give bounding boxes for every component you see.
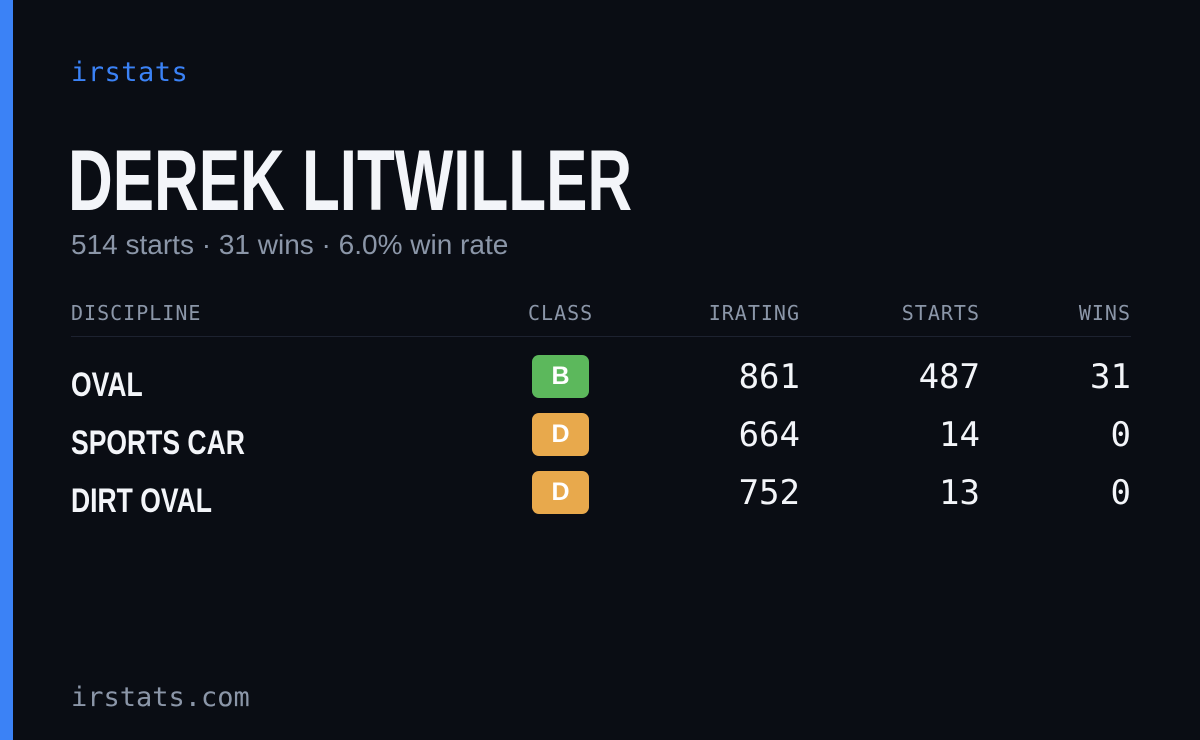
driver-summary: 514 starts · 31 wins · 6.0% win rate xyxy=(71,229,509,260)
starts-value: 13 xyxy=(939,473,980,513)
accent-bar xyxy=(0,0,13,740)
header-class: CLASS xyxy=(528,301,594,325)
brand-logo: irstats xyxy=(71,57,189,88)
wins-value: 0 xyxy=(1110,415,1131,455)
discipline-name: DIRT OVAL xyxy=(71,482,212,520)
stats-table: DISCIPLINE CLASS IRATING STARTS WINS OVA… xyxy=(71,296,1131,527)
irating-value: 752 xyxy=(738,473,800,513)
footer-domain: irstats.com xyxy=(71,682,250,713)
class-badge: B xyxy=(532,355,589,398)
starts-value: 14 xyxy=(939,415,980,455)
discipline-name: OVAL xyxy=(71,366,143,404)
irating-value: 861 xyxy=(738,357,800,397)
starts-value: 487 xyxy=(918,357,980,397)
driver-name: DEREK LITWILLER xyxy=(68,133,633,229)
table-row: OVAL B 861 487 31 xyxy=(71,353,1131,411)
class-badge: D xyxy=(532,413,589,456)
wins-value: 31 xyxy=(1090,357,1131,397)
table-row: SPORTS CAR D 664 14 0 xyxy=(71,411,1131,469)
table-row: DIRT OVAL D 752 13 0 xyxy=(71,469,1131,527)
discipline-name: SPORTS CAR xyxy=(71,424,245,462)
wins-value: 0 xyxy=(1110,473,1131,513)
table-header: DISCIPLINE CLASS IRATING STARTS WINS xyxy=(71,296,1131,337)
header-discipline: DISCIPLINE xyxy=(71,301,202,325)
class-badge: D xyxy=(532,471,589,514)
irating-value: 664 xyxy=(738,415,800,455)
header-wins: WINS xyxy=(1078,301,1131,325)
header-irating: IRATING xyxy=(708,301,800,325)
header-starts: STARTS xyxy=(901,301,980,325)
